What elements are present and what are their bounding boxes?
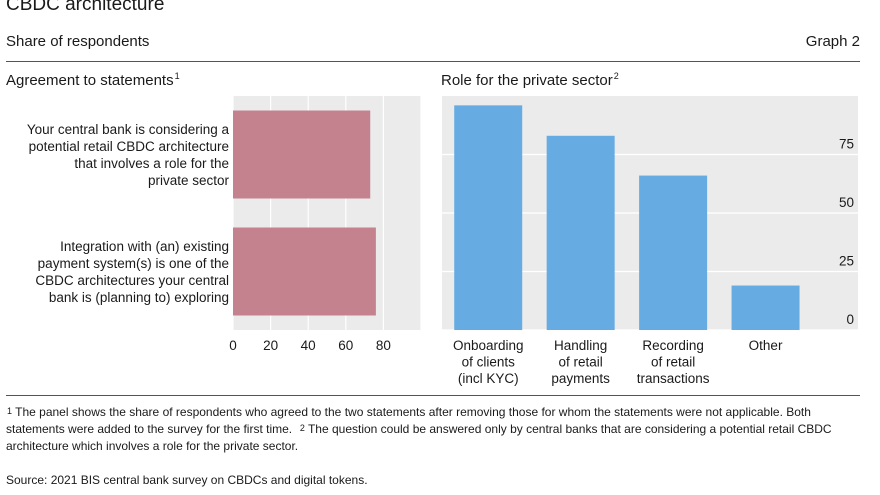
right-category-label-line: Handling <box>554 338 607 353</box>
footnote-1-mark: 1 <box>7 406 13 416</box>
right-panel-title-text: Role for the private sector <box>441 72 613 89</box>
right-bar <box>454 105 523 330</box>
source-note: Source: 2021 BIS central bank survey on … <box>6 473 368 487</box>
left-bar-chart: Your central bank is considering a potent… <box>27 96 422 353</box>
right-category-label-line: of retail <box>559 355 603 370</box>
chart-subtitle: Share of respondents <box>6 33 150 50</box>
right-category-label-line: Onboarding <box>453 338 524 353</box>
right-category-label-line: payments <box>551 371 610 386</box>
right-category-label-line: of clients <box>462 355 516 370</box>
right-category-label-line: (incl KYC) <box>458 371 519 386</box>
right-category-label: Onboarding of clients (incl KYC) <box>453 338 524 386</box>
left-category-label-line: private sector <box>148 173 230 188</box>
left-category-label-line: bank is (planning to) exploring <box>49 290 229 305</box>
left-category-label-line: payment system(s) is one of the <box>38 256 229 271</box>
graph-number: Graph 2 <box>805 33 860 50</box>
left-x-tick-label: 60 <box>338 338 353 353</box>
right-category-label: Recording of retail transactions <box>637 338 710 386</box>
right-panel-title: Role for the private sector2 <box>441 71 619 89</box>
footnote-2: The question could be answered only by c… <box>6 422 832 453</box>
left-category-label-line: Your central bank is considering a <box>27 122 230 137</box>
left-x-tick-label: 0 <box>229 338 237 353</box>
footnotes: 1 The panel shows the share of responden… <box>6 404 860 455</box>
left-bar <box>233 227 376 316</box>
left-panel-title-text: Agreement to statements <box>6 72 174 89</box>
header-rule <box>6 61 860 62</box>
right-category-label: Other <box>749 338 783 353</box>
right-category-label-line: of retail <box>651 355 695 370</box>
footnote-2-mark: 2 <box>299 423 305 433</box>
right-y-tick-label: 25 <box>839 254 854 269</box>
footnote-rule <box>6 395 860 396</box>
right-bar <box>546 135 615 330</box>
right-category-label: Handling of retail payments <box>551 338 610 386</box>
right-category-label-line: transactions <box>637 371 710 386</box>
left-category-label-line: Integration with (an) existing <box>60 239 229 254</box>
left-panel-note-mark: 1 <box>174 71 180 81</box>
right-y-tick-label: 50 <box>839 195 854 210</box>
right-bar-chart: 0 25 50 75 Onboarding of clients (incl KYC) Han… <box>442 96 858 386</box>
right-category-label-line: Other <box>749 338 783 353</box>
left-bar <box>233 110 371 199</box>
footnote-1: The panel shows the share of respondents… <box>6 405 811 436</box>
right-panel-note-mark: 2 <box>613 71 619 81</box>
right-bar <box>639 175 708 330</box>
left-category-label-line: that involves a role for the <box>74 156 229 171</box>
right-bar <box>731 285 800 330</box>
left-category-label-line: potential retail CBDC architecture <box>29 139 229 154</box>
left-category-label-line: CBDC architectures your central <box>35 273 229 288</box>
right-y-tick-label: 0 <box>846 312 854 327</box>
left-x-tick-label: 20 <box>263 338 278 353</box>
left-category-label: Your central bank is considering a potent… <box>27 122 230 188</box>
left-panel-title: Agreement to statements1 <box>6 71 180 89</box>
left-x-tick-label: 80 <box>376 338 391 353</box>
right-y-tick-label: 75 <box>839 137 854 152</box>
left-category-label: Integration with (an) existing payment sy… <box>35 239 229 305</box>
chart-title: CBDC architecture <box>6 0 165 15</box>
left-x-tick-label: 40 <box>301 338 316 353</box>
right-category-label-line: Recording <box>642 338 704 353</box>
